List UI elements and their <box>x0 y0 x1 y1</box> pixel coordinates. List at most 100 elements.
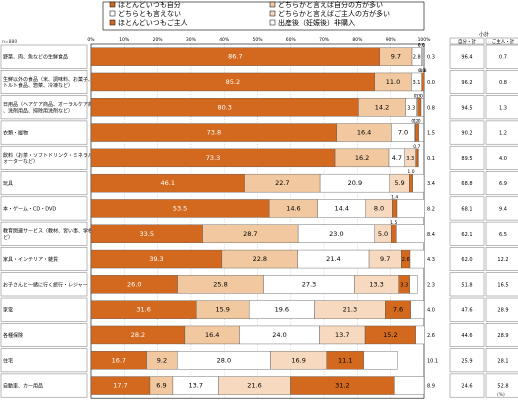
bar-segments <box>90 47 425 395</box>
value-label: 28.2 <box>131 331 145 339</box>
subtotal-value: 1.3 <box>499 105 507 111</box>
value-label: 22.8 <box>253 255 267 263</box>
unit-label: (%) <box>497 392 505 398</box>
subtotal-value: 4.0 <box>499 156 507 162</box>
value-label: 13.7 <box>335 331 349 339</box>
value-label: 0.8 <box>427 105 435 111</box>
category-box <box>0 323 88 347</box>
value-label: 33.5 <box>140 230 154 238</box>
value-label: 8.0 <box>374 204 384 212</box>
category-box <box>0 171 88 196</box>
plot-border <box>90 43 425 399</box>
category-box <box>0 70 88 94</box>
subtotal-cell <box>485 70 518 94</box>
subtotal-value: 90.2 <box>461 131 472 137</box>
subtotal-cell <box>449 95 485 120</box>
bar-segment <box>394 376 425 395</box>
subtotal-cell <box>449 221 485 246</box>
x-tick-label: 10% <box>119 37 130 43</box>
bar-segment <box>391 224 397 243</box>
legend-label: どちらとも言えない <box>118 9 181 18</box>
subtotal-cell <box>449 196 485 221</box>
subtotal-value: 89.5 <box>461 156 472 162</box>
category-label: 衣類・履物 <box>3 130 28 137</box>
category-box <box>0 221 88 246</box>
value-label: 16.9 <box>291 356 305 364</box>
subtotal-cell <box>485 272 518 297</box>
bar-segment <box>421 72 425 92</box>
legend-swatch <box>269 1 276 8</box>
category-labels: 野菜、肉、魚などの生鮮食品生鮮以外の食品（米、調味料、お菓子、レトルト食品、惣菜… <box>0 44 98 398</box>
category-label: 本・ゲーム・CD・DVD <box>3 205 56 212</box>
subtotal-value: 16.5 <box>497 282 508 288</box>
subtotal-cell <box>485 297 518 322</box>
category-label: 飲料（お茶・ソフトドリンク・ミネラルウォーターなど） <box>3 152 98 165</box>
subtotal-value: 68.8 <box>461 181 472 187</box>
category-box <box>0 95 88 120</box>
subtotal-value: 62.0 <box>461 257 472 263</box>
value-label: 7.0 <box>398 129 408 137</box>
value-label: 1.5 <box>427 131 435 137</box>
subtotal-value: 9.4 <box>499 206 507 212</box>
value-label: 22.7 <box>275 179 289 187</box>
subtotal-value: 12.2 <box>497 257 508 263</box>
category-label: 玩具 <box>3 181 13 187</box>
category-label: 野菜、肉、魚などの生鮮食品 <box>3 54 68 61</box>
value-label: 1.0 <box>407 169 414 175</box>
value-label: 1.0 <box>416 93 423 99</box>
value-label: 0.7 <box>413 144 420 150</box>
subtotal-value: 28.1 <box>497 358 508 364</box>
subtotal-header: 小計 <box>479 31 489 38</box>
value-label: 23.0 <box>329 230 343 238</box>
category-box <box>0 373 88 398</box>
category-box <box>0 272 88 297</box>
value-label: 31.2 <box>335 382 349 390</box>
subtotal-cell <box>485 44 518 69</box>
value-label: 11.1 <box>338 356 352 364</box>
value-label: 15.9 <box>215 306 229 314</box>
subtotal-value: 6.9 <box>499 181 507 187</box>
category-box <box>0 145 88 170</box>
subtotal-value: 51.8 <box>461 282 472 288</box>
value-label: 8.4 <box>427 232 435 238</box>
value-label: 27.3 <box>302 280 316 288</box>
value-label: 24.0 <box>272 331 286 339</box>
bar-segment <box>412 173 425 193</box>
x-tick-label: 60% <box>286 37 297 43</box>
value-label: 25.8 <box>213 280 227 288</box>
value-label: 73.3 <box>206 154 220 162</box>
value-label: 16.4 <box>357 129 371 137</box>
value-label: 26.0 <box>127 280 141 288</box>
subtotal-column-header: 自分・計 <box>458 38 476 45</box>
value-label: 17.7 <box>113 382 127 390</box>
subtotal-value: 96.2 <box>461 80 472 86</box>
value-label: 9.7 <box>380 255 390 263</box>
subtotal-value: 52.8 <box>497 384 508 390</box>
legend-label: どちらかと言えばご主人の方が多い <box>278 9 390 18</box>
subtotal-cell <box>485 221 518 246</box>
x-axis-ticks: 0% 10% 20% 30% 40% 50% 60% 70% 80% 90% 100% <box>87 37 431 43</box>
category-box <box>0 196 88 221</box>
subtotal-value: 68.1 <box>461 206 472 212</box>
value-label: 85.2 <box>226 78 240 86</box>
subtotal-value: 1.2 <box>499 131 507 137</box>
legend-label: ほとんどいつも自分 <box>118 0 181 9</box>
subtotal-value: 47.6 <box>461 308 472 314</box>
value-label: 21.3 <box>343 306 357 314</box>
subtotal-value: 96.4 <box>461 55 472 61</box>
subtotal-column-header-box <box>449 37 485 45</box>
subtotal-cell <box>485 95 518 120</box>
value-label: 28.0 <box>217 356 231 364</box>
value-label: 28.7 <box>243 230 257 238</box>
value-label: 21.4 <box>326 255 340 263</box>
value-label: 5.9 <box>394 179 404 187</box>
value-label: 86.7 <box>228 53 242 61</box>
value-label: 2.8 <box>413 55 421 61</box>
bar-segment <box>410 300 425 319</box>
category-label: 教育関連サービス（教材、習い事、学校など） <box>3 228 98 241</box>
value-label: 1.5 <box>390 220 397 226</box>
legend-label: どちらかと言えば自分の方が多い <box>278 0 383 9</box>
subtotal-cell <box>485 348 518 373</box>
subtotal-cell <box>449 272 485 297</box>
